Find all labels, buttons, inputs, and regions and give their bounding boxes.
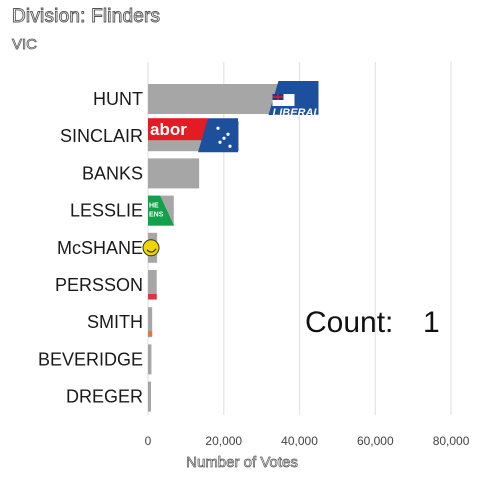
liberal-logo: LIBERAL xyxy=(268,81,320,119)
chart-title: Division: Flinders xyxy=(12,6,161,28)
greens-logo-text: HE xyxy=(149,203,159,210)
bar xyxy=(148,307,153,338)
x-axis-label: Number of Votes xyxy=(186,454,298,471)
labor-logo: abor xyxy=(148,118,238,153)
category-labels: HUNT SINCLAIR BANKS LESSLIE McSHANE PERSSON SM… xyxy=(38,89,143,407)
category-label: BEVERIDGE xyxy=(38,349,143,369)
x-tick-label: 40,000 xyxy=(281,434,318,448)
x-tick-label: 80,000 xyxy=(433,434,470,448)
count-label: Count: xyxy=(305,306,393,339)
bar xyxy=(148,270,157,300)
greens-logo-text: ENS xyxy=(149,212,164,219)
bar xyxy=(148,344,152,375)
x-tick-label: 60,000 xyxy=(357,434,394,448)
chart-subtitle: VIC xyxy=(12,36,38,54)
category-label: DREGER xyxy=(66,387,143,407)
category-label: McSHANE xyxy=(57,238,143,258)
bar xyxy=(148,158,200,189)
smiley-logo xyxy=(142,239,160,257)
category-label: PERSSON xyxy=(55,275,143,295)
count-annotation: Count: 1 xyxy=(305,306,440,339)
party-logo xyxy=(148,331,153,337)
category-label: SMITH xyxy=(87,312,143,332)
labor-logo-text: abor xyxy=(150,120,187,139)
x-tick-labels: 0 20,000 40,000 60,000 80,000 xyxy=(145,434,470,448)
count-value: 1 xyxy=(423,306,440,339)
bar xyxy=(148,381,152,412)
category-label: HUNT xyxy=(93,89,143,109)
liberal-logo-text: LIBERAL xyxy=(272,107,320,119)
category-label: SINCLAIR xyxy=(60,126,143,146)
x-tick-label: 0 xyxy=(145,434,152,448)
greens-logo: HE ENS xyxy=(148,195,174,226)
x-tick-label: 20,000 xyxy=(205,434,242,448)
category-label: LESSLIE xyxy=(70,201,143,221)
party-logos: LIBERAL abor HE ENS xyxy=(142,81,320,337)
category-label: BANKS xyxy=(82,163,143,183)
party-logo xyxy=(148,294,157,299)
